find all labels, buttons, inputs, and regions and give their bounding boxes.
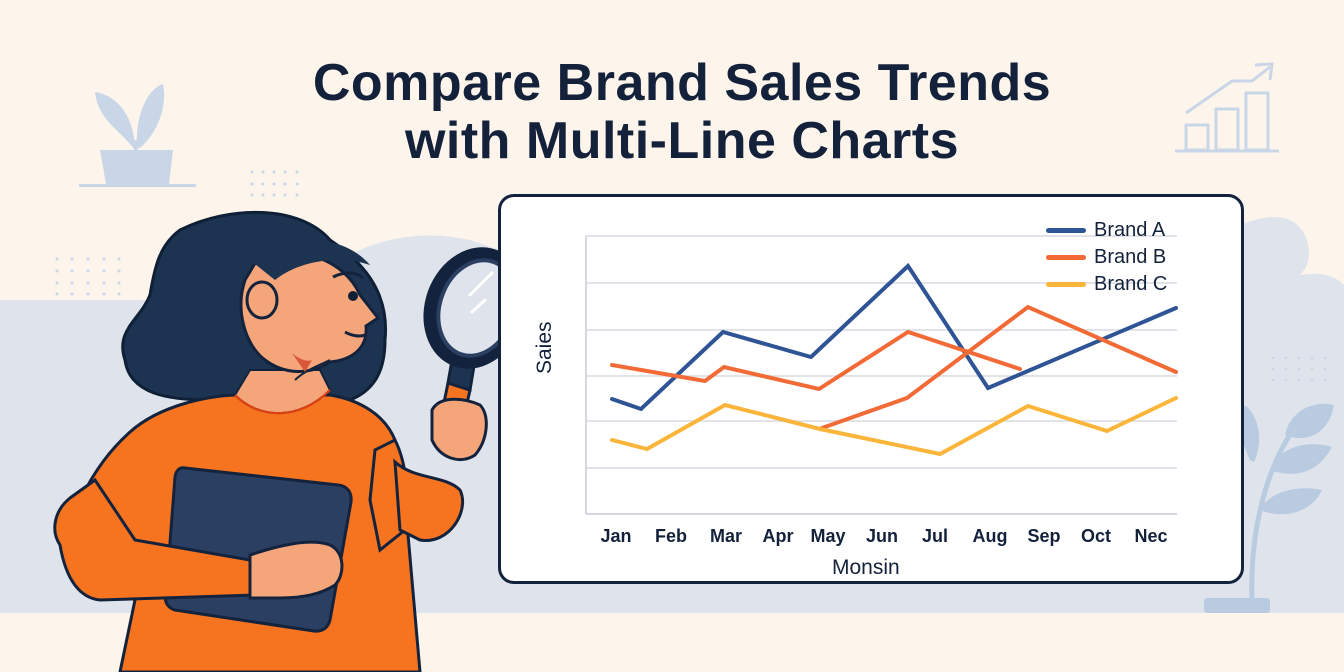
legend-label-brand-c: Brand C [1094,273,1168,295]
x-tick-label: Apr [762,526,794,546]
x-tick-label: Aug [972,526,1008,546]
title-line-1: Compare Brand Sales Trends [312,54,1052,112]
plant-pot-icon [79,84,196,187]
series-line-brand-b [610,329,1022,392]
legend-swatch-brand-c [1046,282,1086,287]
x-tick-label: Mar [709,526,743,546]
legend-label-brand-b: Brand B [1094,246,1167,268]
leaf-plant-icon [1204,403,1334,613]
dot-grid-decor [55,170,1327,382]
legend-item-brand-b: Brand B [1046,244,1167,271]
legend-item-brand-c: Brand C [1046,271,1167,298]
eye [348,291,358,301]
growth-chart-icon [1175,62,1279,153]
face [239,250,381,373]
woman-with-magnifying-glass-illustration [53,210,520,672]
legend-label-brand-a: Brand A [1094,219,1166,241]
title-line-2: with Multi-Line Charts [404,112,960,170]
x-tick-label: May [810,526,846,546]
x-tick-label: Feb [654,526,688,546]
x-tick-label: Jul [921,526,949,546]
series-line-brand-a [610,262,1178,412]
page-title: Compare Brand Sales Trends with Multi-Li… [0,54,1344,170]
x-tick-label: Oct [1080,526,1112,546]
x-axis-label: Monsin [832,556,900,579]
series-line-brand-c [610,396,1178,457]
chart-series [610,262,1178,457]
y-axis-label: Saies [533,321,556,374]
chart-legend: Brand A Brand B Brand C [1046,217,1167,298]
x-tick-label: Jun [865,526,899,546]
legend-swatch-brand-b [1046,255,1086,260]
legend-item-brand-a: Brand A [1046,217,1167,244]
series-line-brand-b-second-segment- [820,304,1178,430]
x-tick-label: Nec [1134,526,1168,546]
hand [248,540,344,600]
x-tick-label: Sep [1027,526,1061,546]
x-tick-label: Jan [600,526,632,546]
legend-swatch-brand-a [1046,228,1086,233]
chart-card [498,194,1244,584]
